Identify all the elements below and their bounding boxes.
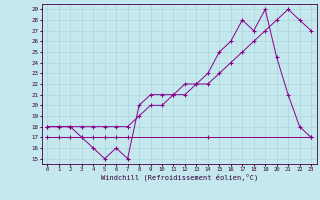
X-axis label: Windchill (Refroidissement éolien,°C): Windchill (Refroidissement éolien,°C)	[100, 173, 258, 181]
